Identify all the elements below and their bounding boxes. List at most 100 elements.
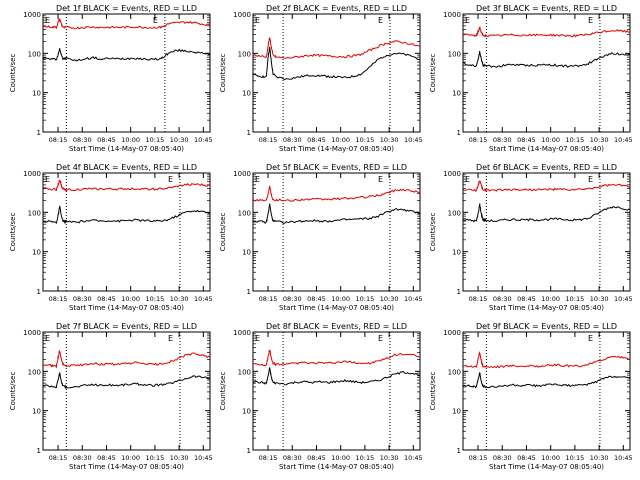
e-marker-left: E: [45, 334, 50, 343]
x-tick-label: 10:00: [541, 136, 560, 144]
y-tick-label: 10: [452, 249, 461, 257]
panel-title: Det 2f BLACK = Events, RED = LLD: [266, 4, 407, 13]
y-tick-label: 1: [247, 129, 251, 137]
y-tick-label: 1000: [443, 329, 461, 337]
plot-frame: [252, 331, 421, 451]
x-tick-label: 08:45: [97, 136, 116, 144]
e-marker-right: E: [168, 175, 173, 184]
y-tick-label: 1: [457, 447, 461, 455]
y-tick-label: 1000: [233, 11, 251, 19]
e-marker-left: E: [255, 175, 260, 184]
y-tick-label: 10: [452, 408, 461, 416]
x-tick-label: 08:30: [73, 295, 92, 303]
x-axis-label: Start Time (14-May-07 08:05:40): [69, 463, 184, 471]
y-axis-label: Counts/sec: [9, 372, 17, 411]
e-marker-right: E: [378, 175, 383, 184]
x-tick-label: 08:45: [307, 454, 326, 462]
x-tick-label: 10:45: [404, 454, 423, 462]
y-tick-label: 1: [247, 447, 251, 455]
x-tick-label: 08:45: [97, 454, 116, 462]
y-tick-label: 1: [37, 288, 41, 296]
y-tick-label: 100: [448, 50, 461, 58]
x-tick-label: 08:15: [469, 454, 488, 462]
y-tick-label: 100: [448, 368, 461, 376]
x-tick-label: 10:15: [566, 136, 585, 144]
y-tick-label: 1000: [443, 170, 461, 178]
detector-panel-1: Det 1f BLACK = Events, RED = LLD 1 10 100 10…: [9, 4, 213, 153]
x-tick-label: 10:15: [356, 454, 375, 462]
e-marker-left: E: [255, 16, 260, 25]
series-line-lld: [462, 26, 631, 38]
x-tick-label: 10:15: [146, 136, 165, 144]
e-marker-right: E: [168, 334, 173, 343]
x-tick-label: 10:30: [590, 136, 609, 144]
plot-frame: [42, 13, 211, 133]
x-tick-label: 10:45: [194, 136, 213, 144]
series-line-events: [252, 367, 421, 386]
x-tick-label: 10:15: [356, 136, 375, 144]
x-axis-label: Start Time (14-May-07 08:05:40): [489, 304, 604, 312]
y-axis-label: Counts/sec: [429, 54, 437, 93]
y-tick-label: 1000: [23, 11, 41, 19]
y-tick-label: 100: [238, 368, 251, 376]
panel-title: Det 4f BLACK = Events, RED = LLD: [56, 163, 197, 172]
y-tick-label: 10: [32, 249, 41, 257]
x-axis-label: Start Time (14-May-07 08:05:40): [69, 145, 184, 153]
panel-title: Det 3f BLACK = Events, RED = LLD: [476, 4, 617, 13]
y-tick-label: 10: [452, 90, 461, 98]
detector-panel-9: Det 9f BLACK = Events, RED = LLD 1 10 100 10…: [429, 322, 633, 471]
y-tick-label: 100: [238, 209, 251, 217]
panel-title: Det 8f BLACK = Events, RED = LLD: [266, 322, 407, 331]
x-tick-label: 08:30: [283, 295, 302, 303]
x-tick-label: 10:15: [566, 454, 585, 462]
x-tick-label: 08:30: [493, 295, 512, 303]
panel-title: Det 9f BLACK = Events, RED = LLD: [476, 322, 617, 331]
x-tick-label: 08:15: [49, 136, 68, 144]
series-line-lld: [42, 349, 211, 369]
y-tick-label: 1000: [233, 170, 251, 178]
x-axis-label: Start Time (14-May-07 08:05:40): [69, 304, 184, 312]
y-tick-label: 100: [448, 209, 461, 217]
x-tick-label: 10:15: [146, 454, 165, 462]
e-marker-right: E: [378, 16, 383, 25]
x-tick-label: 10:00: [541, 295, 560, 303]
y-tick-label: 1000: [23, 329, 41, 337]
y-tick-label: 100: [238, 50, 251, 58]
x-tick-label: 10:00: [331, 295, 350, 303]
y-tick-label: 100: [28, 368, 41, 376]
y-tick-label: 1: [457, 129, 461, 137]
detector-panel-3: Det 3f BLACK = Events, RED = LLD 1 10 100 10…: [429, 4, 633, 153]
x-tick-label: 08:45: [307, 295, 326, 303]
y-tick-label: 10: [242, 90, 251, 98]
x-tick-label: 10:30: [380, 295, 399, 303]
x-tick-label: 10:30: [590, 295, 609, 303]
y-tick-label: 1000: [233, 329, 251, 337]
x-tick-label: 08:15: [469, 295, 488, 303]
e-marker-right: E: [588, 16, 593, 25]
y-axis-label: Counts/sec: [219, 213, 227, 252]
x-tick-label: 10:00: [541, 454, 560, 462]
plot-frame: [462, 172, 631, 292]
y-tick-label: 1: [37, 129, 41, 137]
detector-panel-2: Det 2f BLACK = Events, RED = LLD 1 10 100 10…: [219, 4, 423, 153]
plot-frame: [252, 13, 421, 133]
x-tick-label: 10:30: [590, 454, 609, 462]
x-tick-label: 10:15: [356, 295, 375, 303]
x-tick-label: 10:30: [380, 454, 399, 462]
x-tick-label: 10:00: [331, 136, 350, 144]
plot-frame: [462, 13, 631, 133]
detector-panel-8: Det 8f BLACK = Events, RED = LLD 1 10 100 10…: [219, 322, 423, 471]
x-tick-label: 10:45: [194, 295, 213, 303]
x-tick-label: 10:30: [380, 136, 399, 144]
plot-frame: [42, 172, 211, 292]
x-tick-label: 08:45: [97, 295, 116, 303]
x-tick-label: 10:45: [614, 295, 633, 303]
x-tick-label: 08:15: [259, 295, 278, 303]
x-tick-label: 08:45: [307, 136, 326, 144]
x-tick-label: 10:45: [194, 454, 213, 462]
x-axis-label: Start Time (14-May-07 08:05:40): [489, 463, 604, 471]
plot-frame: [252, 172, 421, 292]
panel-title: Det 1f BLACK = Events, RED = LLD: [56, 4, 197, 13]
y-tick-label: 1: [247, 288, 251, 296]
x-tick-label: 08:15: [259, 454, 278, 462]
